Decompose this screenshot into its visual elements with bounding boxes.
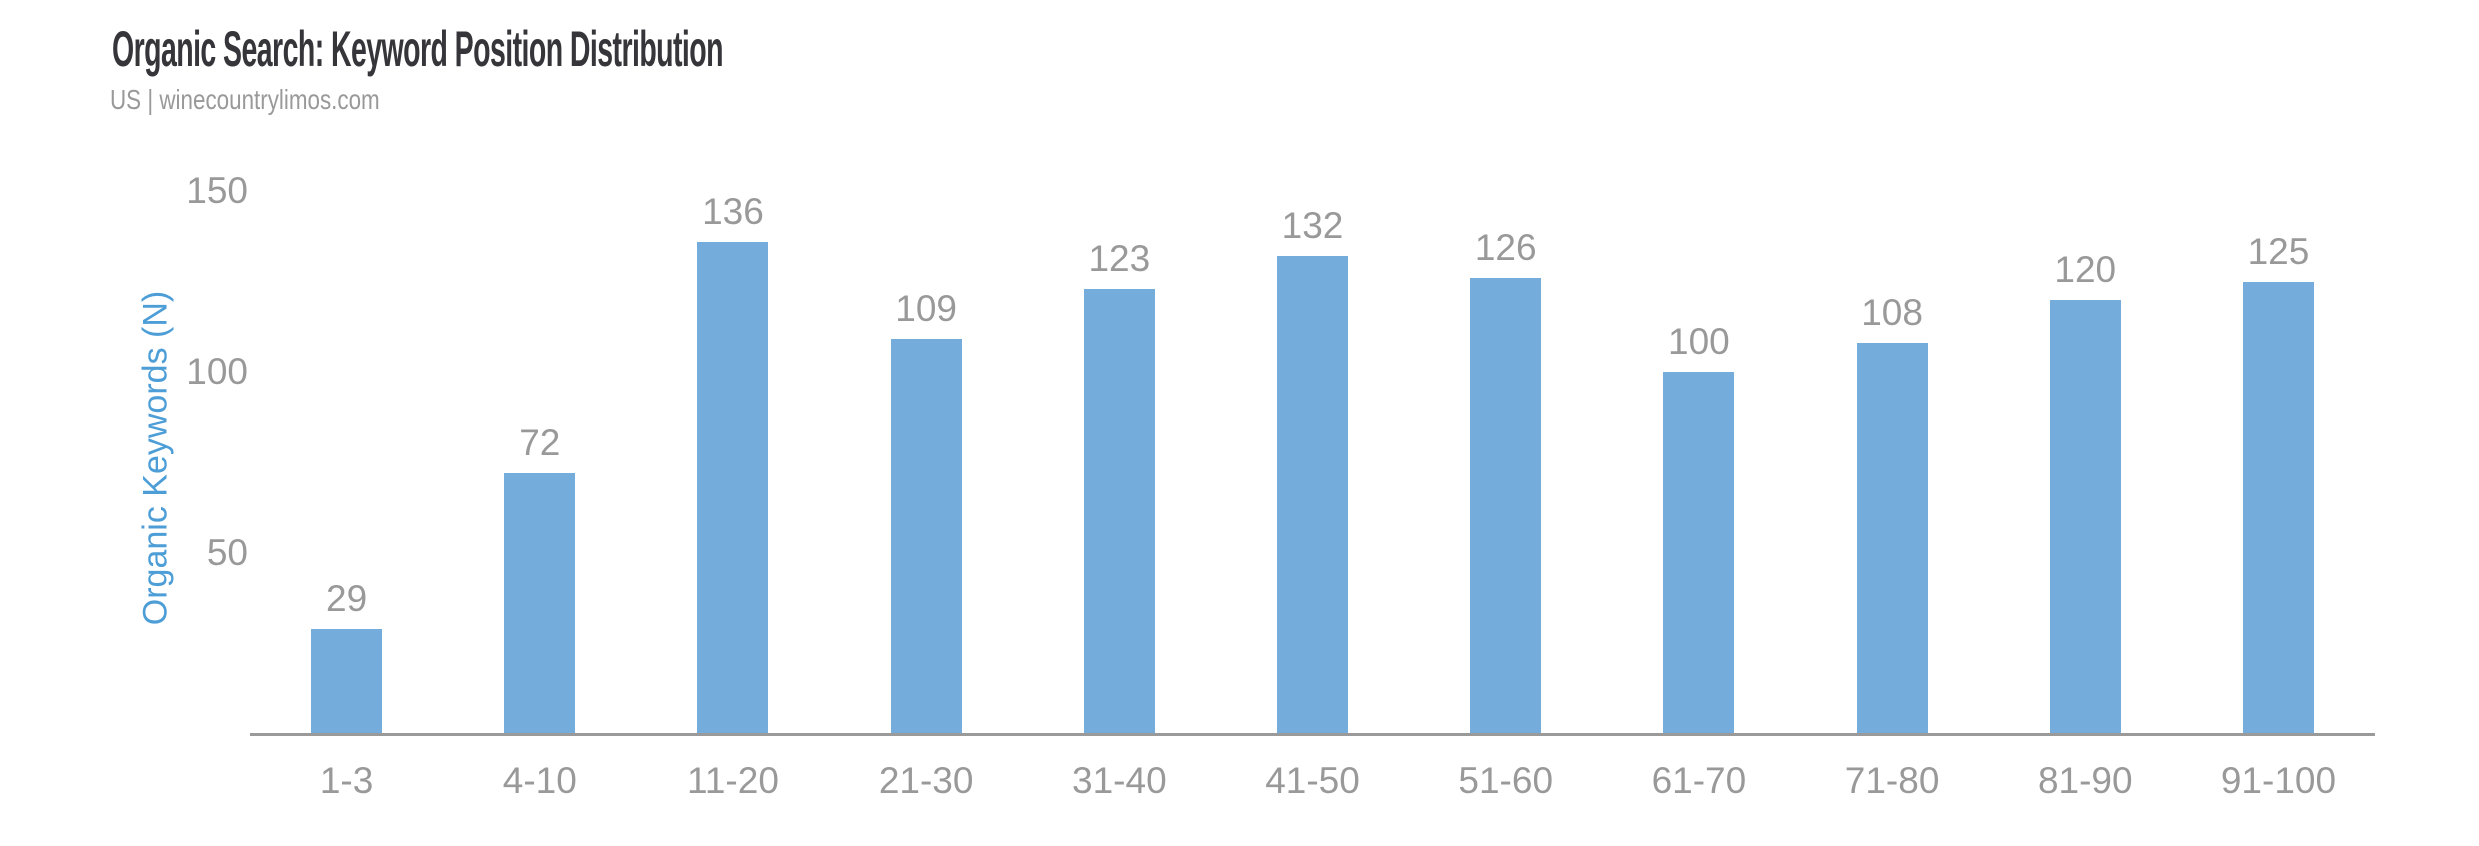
bar-slot: 72 [443,191,636,734]
bar-value-label: 120 [2054,248,2117,290]
bar-slot: 126 [1409,191,1602,734]
bar[interactable] [504,473,576,734]
bar[interactable] [1663,372,1735,734]
bar-value-label: 125 [2247,230,2310,272]
bar[interactable] [1470,277,1542,734]
bar-slot: 120 [1989,191,2182,734]
y-tick-label: 50 [206,532,248,573]
bar-slot: 109 [830,191,1023,734]
bar-value-label: 108 [1861,292,1923,334]
chart-subtitle: US | winecountrylimos.com [110,84,380,115]
bar-slot: 132 [1216,191,1409,734]
x-tick-label: 51-60 [1458,760,1554,801]
bar-value-label: 126 [1474,226,1537,268]
bars-row: 29 72 136 109 123 132 126 100 108 120 125 [250,191,2375,734]
y-axis-ticks: 50 100 150 [0,170,248,734]
bar-value-label: 29 [326,578,368,620]
x-tick-label: 71-80 [1844,760,1940,801]
bar-value-label: 136 [702,191,764,232]
x-axis-line [250,733,2375,736]
bar[interactable] [697,242,769,734]
x-tick-label: 1-3 [319,760,374,801]
bar-slot: 123 [1023,191,1216,734]
chart-title: Organic Search: Keyword Position Distrib… [112,21,724,77]
bar-value-label: 72 [519,422,561,464]
x-tick-label: 91-100 [2220,760,2337,801]
bar[interactable] [2049,299,2121,734]
x-tick-label: 81-90 [2037,760,2133,801]
bar-value-label: 123 [1088,237,1151,279]
x-tick-label: 61-70 [1651,760,1747,801]
bar-slot: 29 [250,191,443,734]
plot-area: 29 72 136 109 123 132 126 100 108 120 125 [250,191,2375,734]
x-tick-label: 4-10 [502,760,577,801]
bar-slot: 100 [1602,191,1795,734]
x-tick-label: 31-40 [1072,760,1167,801]
x-tick-label: 41-50 [1265,760,1360,801]
y-tick-label: 100 [186,351,248,392]
bar-value-label: 109 [895,288,958,330]
bar[interactable] [2242,281,2314,734]
x-tick-label: 21-30 [878,760,974,801]
bar-slot: 136 [636,191,829,734]
bar-slot: 125 [2182,191,2375,734]
x-axis-labels: 1-3 4-10 11-20 21-30 31-40 41-50 51-60 61-70 71-… [250,760,2375,802]
bar[interactable] [1083,288,1155,734]
y-tick-label: 150 [186,170,248,211]
bar-value-label: 132 [1281,205,1344,247]
bar[interactable] [1277,256,1349,734]
bar[interactable] [311,629,383,734]
x-tick-label: 11-20 [687,760,779,801]
bar[interactable] [1856,343,1928,734]
bar-slot: 108 [1796,191,1989,734]
bar[interactable] [890,339,962,734]
bar-value-label: 100 [1668,321,1730,362]
